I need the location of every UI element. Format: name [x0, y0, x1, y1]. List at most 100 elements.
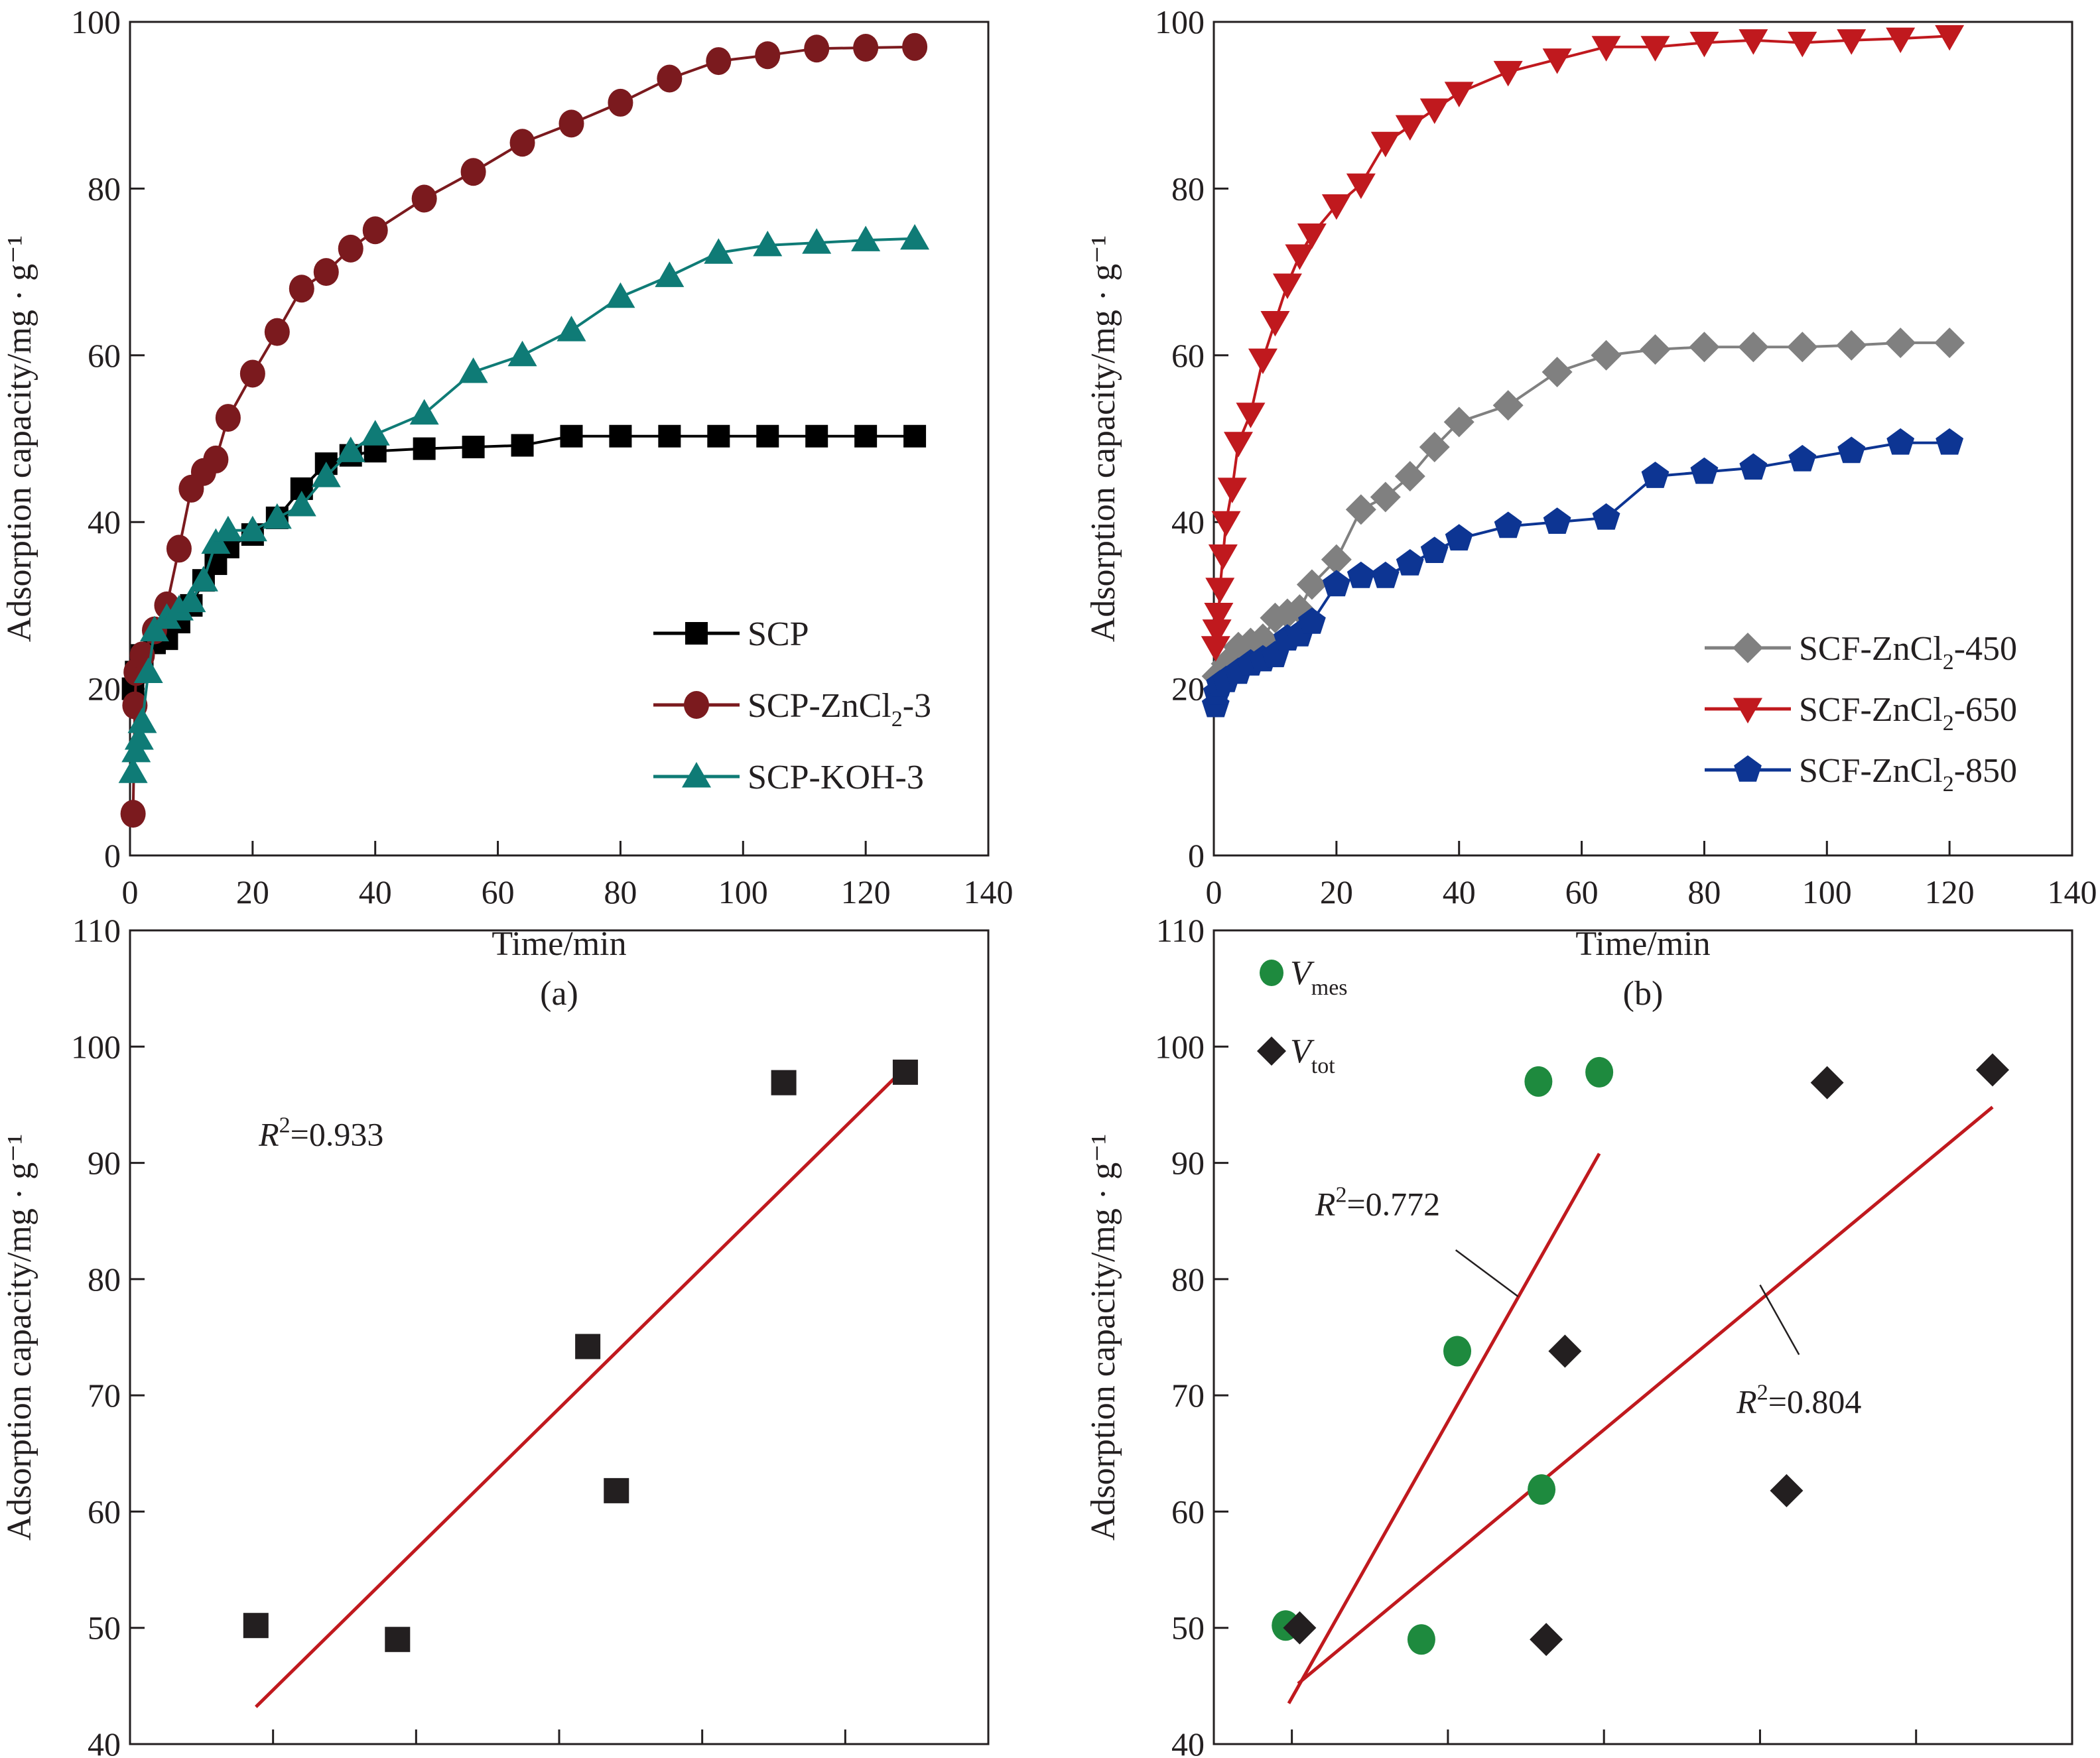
- legend-label-main: SCP-ZnCl: [748, 687, 891, 725]
- panel-d: 0.10.20.30.40.50.6405060708090100110Adso…: [1084, 912, 2073, 1758]
- data-point: [1211, 511, 1241, 537]
- data-point: [1492, 390, 1524, 421]
- data-point: [1837, 29, 1867, 55]
- x-tick-label: 40: [1443, 873, 1476, 910]
- x-tick-label: 140: [2048, 873, 2097, 910]
- data-point: [1396, 549, 1424, 576]
- data-point: [1494, 511, 1522, 538]
- data-point: [1223, 432, 1253, 458]
- annotation-tail: =0.804: [1768, 1383, 1862, 1420]
- data-point: [164, 595, 194, 621]
- y-tick-label: 60: [1171, 1493, 1205, 1530]
- data-point: [460, 158, 486, 186]
- y-tick-label: 60: [88, 1493, 121, 1530]
- data-point: [1770, 1474, 1804, 1507]
- x-tick-label: 80: [604, 873, 637, 910]
- data-point: [118, 757, 148, 783]
- data-point: [1208, 544, 1238, 570]
- data-point: [560, 424, 583, 448]
- data-point: [1298, 607, 1326, 634]
- data-point: [1285, 244, 1315, 270]
- legend-item: SCF-ZnCl2-450: [1705, 630, 2017, 674]
- panel-label: (a): [540, 975, 578, 1013]
- data-point: [338, 234, 363, 263]
- data-point: [1886, 428, 1915, 455]
- data-point: [1935, 25, 1965, 51]
- y-tick-label: 100: [1155, 1028, 1205, 1065]
- data-point: [1640, 334, 1671, 365]
- x-tick-label: 0: [122, 873, 139, 910]
- data-point: [655, 261, 685, 287]
- data-point: [1321, 194, 1351, 220]
- data-point: [1444, 82, 1474, 107]
- legend-label-main: SCF-ZnCl: [1799, 630, 1943, 668]
- annotation-leader-line: [1759, 1285, 1800, 1355]
- data-point: [203, 445, 229, 473]
- data-point: [1217, 477, 1247, 503]
- plot-frame: [1213, 21, 2073, 857]
- data-point: [336, 436, 365, 462]
- data-point: [851, 225, 881, 251]
- data-point: [557, 316, 586, 342]
- panel-b: 0 20 40 60 80 100 120 140 0 20 40 60 80 100 Adsorption…: [1084, 3, 2097, 1013]
- legend-marker: [685, 622, 708, 645]
- legend-marker: [1734, 755, 1762, 782]
- data-point: [756, 424, 779, 448]
- data-point: [1443, 1336, 1472, 1367]
- data-point: [1272, 273, 1302, 299]
- x-tick-label: 60: [482, 873, 515, 910]
- data-point: [1205, 578, 1235, 603]
- x-tick-label: 140: [964, 873, 1014, 910]
- x-tick-label: 100: [718, 873, 768, 910]
- r-squared-annotation: R2=0.772: [1315, 1182, 1440, 1222]
- data-point: [1443, 407, 1475, 438]
- data-point: [289, 275, 314, 303]
- data-point: [707, 424, 730, 448]
- legend-label-main: SCF-ZnCl: [1799, 752, 1943, 790]
- data-point: [1689, 31, 1719, 58]
- data-point: [1260, 311, 1290, 337]
- legend-item: SCF-ZnCl2-650: [1705, 691, 2017, 735]
- data-point: [1592, 503, 1620, 530]
- annotation-tail: =0.772: [1346, 1185, 1440, 1222]
- data-point: [854, 424, 878, 448]
- data-point: [1739, 453, 1768, 480]
- data-point: [1689, 332, 1720, 363]
- legend-item: SCP-KOH-3: [653, 759, 924, 796]
- x-tick-label: 20: [1320, 873, 1353, 910]
- legend-label-tail: -3: [903, 687, 931, 725]
- data-point: [362, 216, 388, 245]
- data-point: [1420, 536, 1449, 563]
- data-point: [1371, 561, 1400, 588]
- data-point: [462, 436, 485, 459]
- data-point: [1886, 27, 1916, 54]
- data-point: [755, 41, 781, 70]
- data-point: [1739, 29, 1768, 55]
- x-tick-label: 80: [1687, 873, 1721, 910]
- annotation-sup: 2: [1757, 1380, 1768, 1405]
- series-scf-zncl2-850: [1201, 428, 1964, 718]
- data-point: [753, 230, 783, 257]
- plot-frame: [129, 21, 990, 857]
- data-point: [1493, 60, 1523, 87]
- x-tick-label: 120: [841, 873, 891, 910]
- data-point: [511, 434, 534, 457]
- legend-label-sub: 2: [1943, 650, 1954, 674]
- data-point: [892, 1059, 918, 1085]
- y-tick-label: 110: [1156, 912, 1205, 949]
- data-point: [1788, 31, 1817, 58]
- data-point: [1542, 356, 1573, 387]
- legend-label: SCF-ZnCl2-650: [1799, 691, 2017, 735]
- series-scp-koh-3: [118, 223, 930, 783]
- y-tick-label: 80: [1171, 1261, 1205, 1298]
- legend-label-tail: -850: [1954, 752, 2017, 790]
- y-tick-label: 20: [88, 670, 121, 708]
- y-axis-label: Adsorption capacity/mg · g⁻¹: [1, 1134, 38, 1540]
- y-tick-label: 0: [1188, 837, 1205, 874]
- legend-item: Vtot: [1257, 1033, 1335, 1078]
- series-line: [1215, 341, 1950, 677]
- legend-marker: [1260, 960, 1283, 986]
- data-point: [1407, 1624, 1435, 1655]
- data-point: [1419, 432, 1450, 463]
- y-tick-label: 90: [88, 1145, 121, 1182]
